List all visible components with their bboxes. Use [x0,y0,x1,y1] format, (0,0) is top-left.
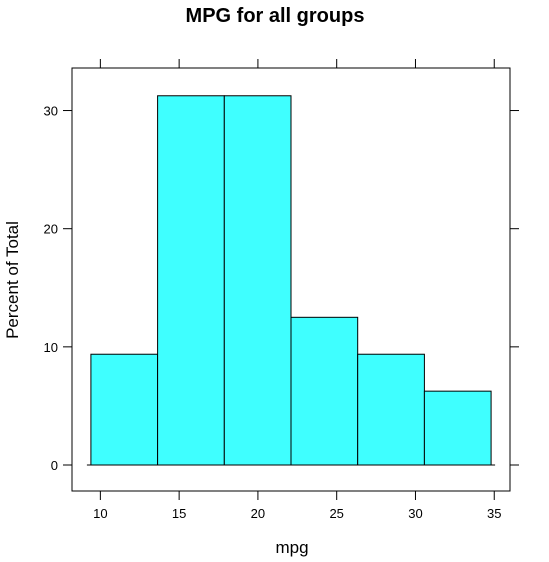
y-tick-label: 10 [44,340,58,355]
x-tick-label: 30 [408,506,422,521]
y-axis-label: Percent of Total [3,221,22,339]
x-tick-label: 35 [487,506,501,521]
y-tick-label: 0 [51,458,58,473]
x-tick-label: 20 [251,506,265,521]
y-tick-label: 30 [44,104,58,119]
bar-5 [357,353,425,466]
x-axis-label: mpg [275,538,308,557]
x-tick-label: 10 [93,506,107,521]
bar-3 [223,95,292,466]
bars-group [90,95,492,466]
chart-title: MPG for all groups [186,5,365,27]
x-tick-label: 25 [329,506,343,521]
x-tick-label: 15 [172,506,186,521]
bar-6 [423,390,492,466]
bar-1 [90,353,159,466]
y-tick-label: 20 [44,222,58,237]
bar-4 [290,316,359,466]
bar-2 [157,95,225,466]
plot-frame [71,67,511,492]
axes-group: 10 15 20 25 30 35 0 10 20 30 [44,59,519,521]
